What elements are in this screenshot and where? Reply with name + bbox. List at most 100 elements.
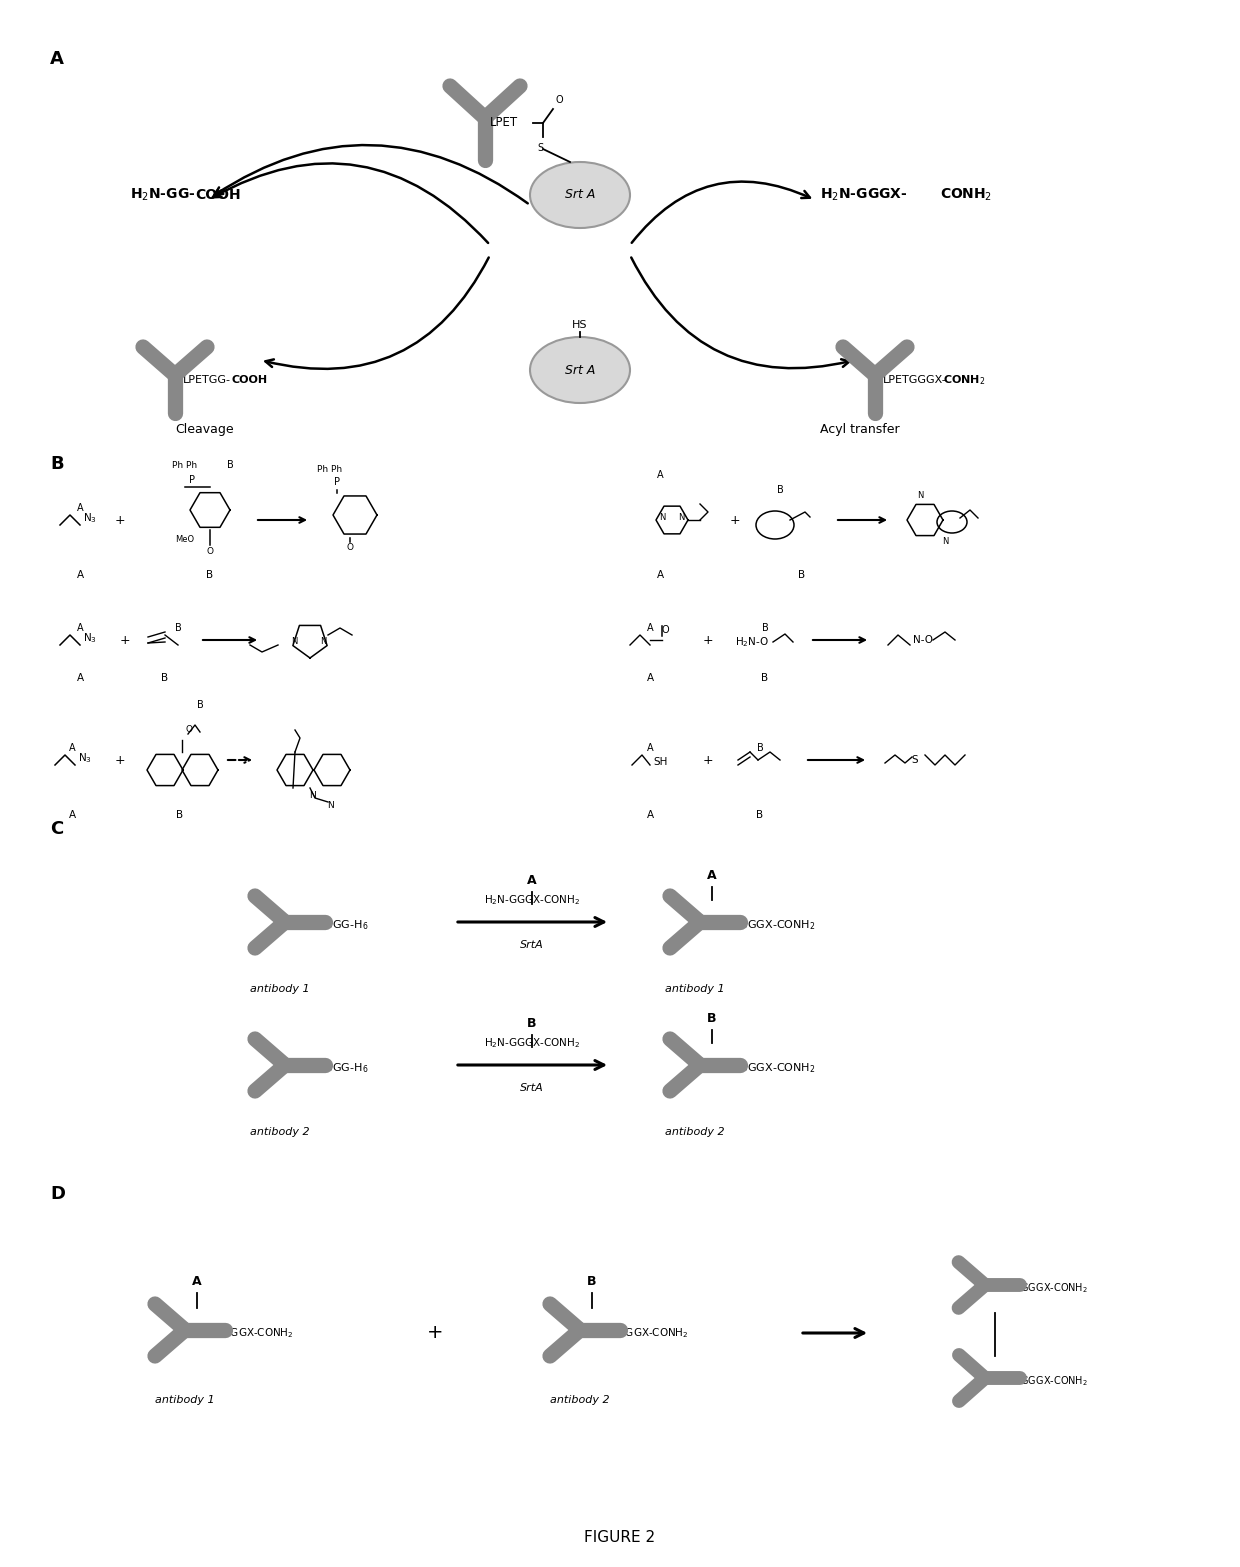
Text: +: + [114,754,125,766]
Text: LPETGGGX-CONH$_2$: LPETGGGX-CONH$_2$ [197,1326,294,1340]
Text: B: B [756,810,764,820]
Text: MeO: MeO [175,536,195,544]
Text: B: B [161,672,169,683]
Text: B: B [527,1017,537,1030]
Text: +: + [120,633,130,647]
Text: P: P [188,475,195,486]
Text: B: B [761,624,769,633]
Text: Ph Ph: Ph Ph [172,461,197,470]
Text: N-O: N-O [913,635,932,646]
Text: SH: SH [653,757,667,766]
Text: A: A [647,624,653,633]
Text: B: B [756,743,764,754]
Text: +: + [114,514,125,527]
Text: LPETGGG-H$_6$: LPETGGG-H$_6$ [298,1061,368,1075]
Text: CONH$_2$: CONH$_2$ [942,373,986,387]
Text: H$_2$N-GGGX-CONH$_2$: H$_2$N-GGGX-CONH$_2$ [484,893,580,907]
Text: antibody 1: antibody 1 [155,1395,215,1406]
Text: N: N [291,638,298,647]
Text: A: A [77,672,83,683]
Text: A: A [50,50,64,67]
Text: B: B [588,1276,596,1288]
Text: A: A [646,672,653,683]
Text: A: A [77,624,83,633]
Text: +: + [427,1324,443,1343]
Text: N: N [916,490,924,500]
Text: N: N [678,512,684,522]
Text: LPETGGGX-CONH$_2$: LPETGGGX-CONH$_2$ [997,1282,1087,1294]
Text: +: + [729,514,740,527]
Text: antibody 2: antibody 2 [665,1127,725,1138]
Text: A: A [656,570,663,580]
Text: B: B [776,486,784,495]
Text: FIGURE 2: FIGURE 2 [584,1529,656,1545]
Text: H$_2$N-GGGX-: H$_2$N-GGGX- [820,186,908,204]
Text: A: A [527,874,537,887]
Text: O: O [346,544,353,553]
Text: A: A [192,1276,202,1288]
Text: D: D [50,1185,64,1203]
Text: O: O [185,726,192,733]
Text: COOH: COOH [195,188,241,202]
Text: SrtA: SrtA [520,940,544,950]
Text: N: N [320,638,326,647]
Text: Srt A: Srt A [564,188,595,202]
Text: A: A [68,810,76,820]
Text: B: B [175,624,181,633]
Text: N: N [942,537,949,547]
Text: +: + [703,754,713,766]
Text: S: S [911,755,919,765]
Text: H$_2$N-O: H$_2$N-O [735,635,769,649]
Text: S: S [537,143,543,154]
Text: LPETGG-: LPETGG- [184,375,231,385]
Text: Ph Ph: Ph Ph [317,465,342,475]
Text: B: B [761,672,769,683]
Text: LPETGGGX-: LPETGGGX- [883,375,947,385]
Text: B: B [206,570,213,580]
Text: N$_3$: N$_3$ [83,632,97,646]
Text: LPETGGGX-CONH$_2$: LPETGGGX-CONH$_2$ [712,918,816,932]
Text: antibody 1: antibody 1 [250,984,310,993]
Text: A: A [68,743,76,754]
Text: A: A [646,810,653,820]
Text: LPETGGGX-CONH$_2$: LPETGGGX-CONH$_2$ [591,1326,688,1340]
Ellipse shape [529,337,630,403]
Text: A: A [77,503,83,512]
Text: B: B [50,454,63,473]
Text: C: C [50,820,63,838]
Ellipse shape [529,161,630,229]
Text: Acyl transfer: Acyl transfer [820,423,900,436]
Text: A: A [77,570,83,580]
Text: N$_3$: N$_3$ [83,511,97,525]
Text: Srt A: Srt A [564,364,595,376]
Text: P: P [334,476,340,487]
Text: SrtA: SrtA [520,1083,544,1094]
Text: B: B [197,700,203,710]
Text: O: O [207,547,213,556]
Text: B: B [799,570,806,580]
Text: N: N [309,790,315,799]
Text: N$_3$: N$_3$ [78,751,92,765]
Text: Cleavage: Cleavage [176,423,234,436]
Text: H$_2$N-GGGX-CONH$_2$: H$_2$N-GGGX-CONH$_2$ [484,1036,580,1050]
Text: B: B [227,461,233,470]
Text: A: A [647,743,653,754]
Text: H$_2$N-GG-: H$_2$N-GG- [129,186,195,204]
Text: O: O [556,96,563,105]
Text: A: A [707,870,717,882]
Text: B: B [176,810,184,820]
Text: antibody 2: antibody 2 [250,1127,310,1138]
Text: LPET: LPET [490,116,518,130]
Text: antibody 2: antibody 2 [551,1395,610,1406]
Text: LPETGGG-H$_6$: LPETGGG-H$_6$ [298,918,368,932]
Text: N: N [326,801,334,810]
Text: A: A [657,470,663,480]
Text: LPETGGGX-CONH$_2$: LPETGGGX-CONH$_2$ [712,1061,816,1075]
Text: +: + [703,633,713,647]
Text: HS: HS [572,320,588,331]
Text: B: B [707,1012,717,1025]
Text: LPETGGGX-CONH$_2$: LPETGGGX-CONH$_2$ [997,1374,1087,1388]
Text: O: O [661,625,668,635]
Text: COOH: COOH [231,375,267,385]
Text: N: N [660,512,666,522]
